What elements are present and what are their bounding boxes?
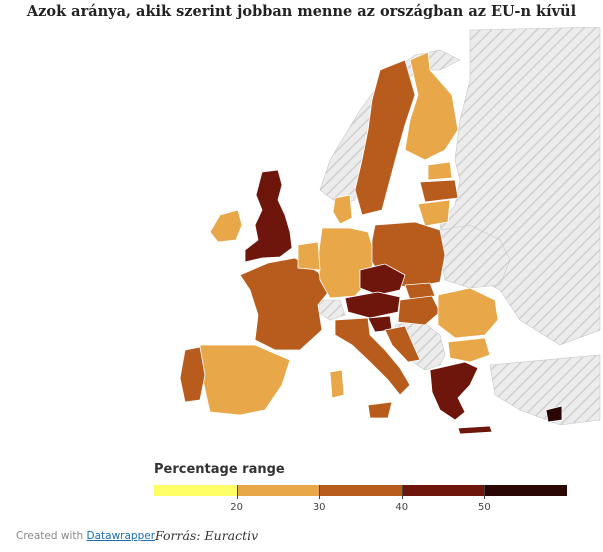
portugal bbox=[179, 346, 206, 403]
benelux bbox=[297, 241, 321, 271]
france bbox=[239, 257, 331, 351]
legend-swatch-40-50 bbox=[401, 485, 485, 496]
hungary bbox=[397, 295, 441, 326]
legend-swatch-50-plus bbox=[484, 485, 567, 496]
cyprus bbox=[545, 405, 563, 423]
turkey-region bbox=[489, 354, 601, 426]
czech-republic bbox=[359, 263, 406, 296]
datawrapper-link[interactable]: Datawrapper bbox=[86, 530, 156, 542]
europe-choropleth-map bbox=[179, 27, 601, 435]
legend-swatch-30-40 bbox=[319, 485, 402, 496]
legend-ticks: 20 30 40 50 bbox=[154, 485, 567, 515]
austria bbox=[344, 291, 401, 319]
legend-swatch-20-30 bbox=[236, 485, 320, 496]
legend-tick-mark bbox=[319, 485, 321, 499]
legend-tick-label: 40 bbox=[395, 502, 409, 513]
sardinia bbox=[329, 369, 345, 399]
united-kingdom bbox=[244, 169, 293, 263]
croatia bbox=[384, 325, 421, 363]
italy bbox=[334, 317, 411, 396]
legend-tick-label: 30 bbox=[312, 502, 326, 513]
legend-tick-label: 50 bbox=[478, 502, 491, 513]
legend-title: Percentage range bbox=[154, 462, 285, 477]
credits: Created with Datawrapper bbox=[16, 530, 155, 542]
legend-tick-mark bbox=[236, 485, 238, 499]
legend-color-bar bbox=[154, 485, 567, 496]
legend-tick-label: 20 bbox=[230, 502, 243, 513]
sicily bbox=[367, 401, 393, 419]
slovakia bbox=[404, 282, 436, 301]
denmark bbox=[332, 194, 353, 225]
crete bbox=[457, 425, 493, 435]
legend-tick-mark bbox=[484, 485, 486, 499]
sweden bbox=[354, 59, 416, 216]
estonia bbox=[427, 161, 453, 181]
bulgaria bbox=[447, 337, 491, 363]
ireland bbox=[209, 209, 243, 243]
switzerland bbox=[317, 299, 346, 321]
latvia bbox=[419, 179, 459, 203]
map-title: Azok aránya, akik szerint jobban menne a… bbox=[26, 3, 577, 20]
spain bbox=[199, 344, 291, 416]
legend-tick-mark bbox=[401, 485, 403, 499]
greece bbox=[429, 361, 479, 421]
legend-swatch-below-20 bbox=[154, 485, 237, 496]
created-with-label: Created with bbox=[16, 530, 84, 542]
lithuania bbox=[417, 199, 451, 227]
source-note: Forrás: Euractiv bbox=[155, 528, 259, 543]
romania bbox=[437, 287, 499, 339]
finland bbox=[404, 51, 459, 161]
